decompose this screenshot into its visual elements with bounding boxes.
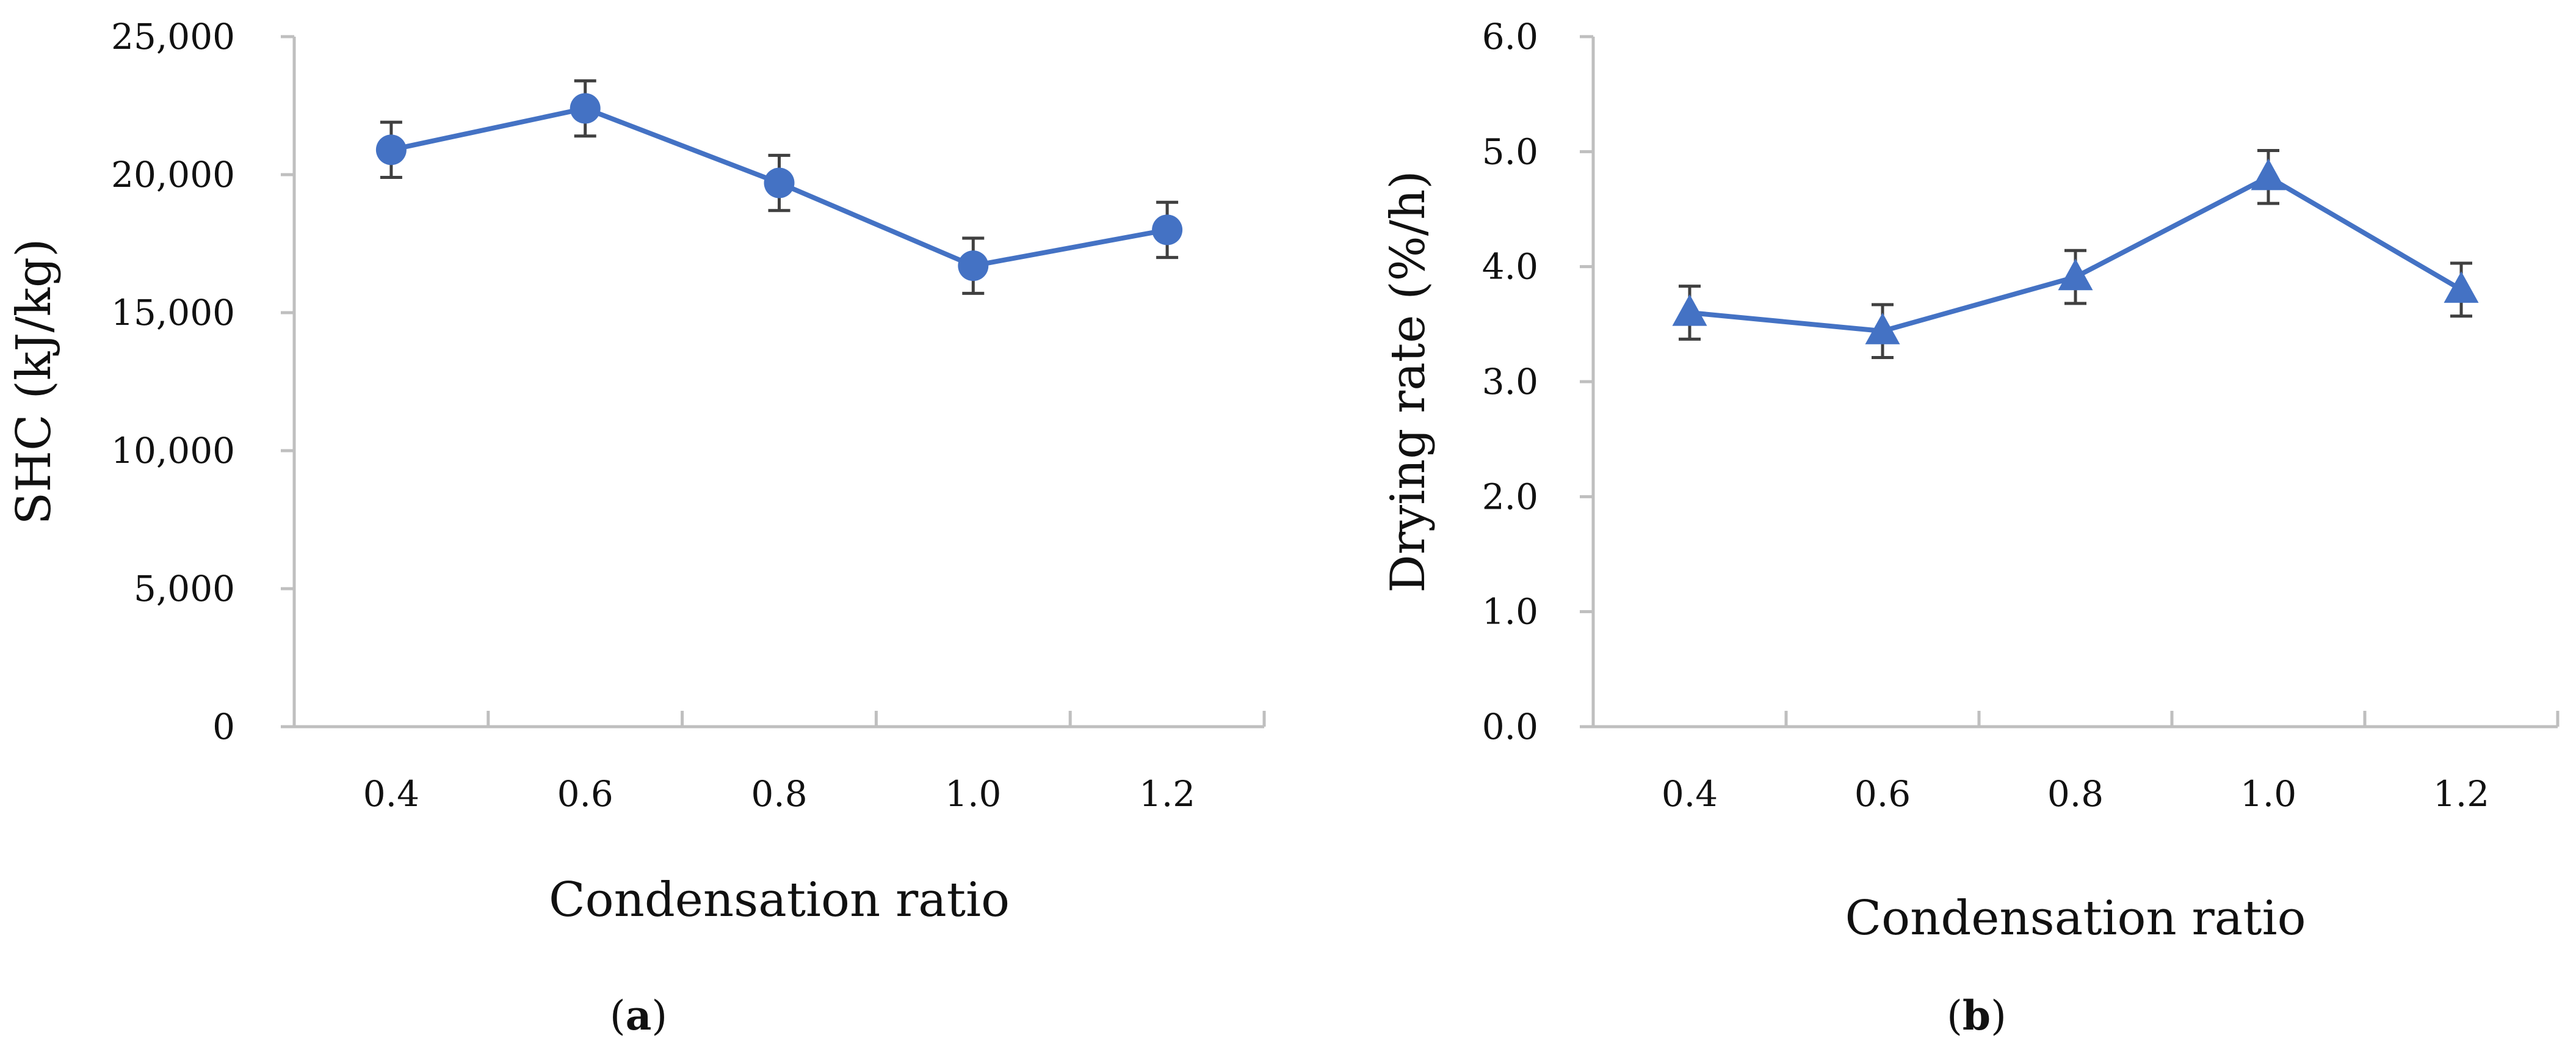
chart-b-y-tick-label: 6.0 (1482, 16, 1538, 57)
chart-b-y-tick-label: 3.0 (1482, 361, 1538, 402)
chart-a-data-point (570, 93, 601, 124)
chart-a: 0 5,000 10,000 15,000 20,000 25,000 0.4 0.6 0.8… (7, 16, 1266, 1039)
chart-a-x-tick-label: 1.2 (1139, 773, 1195, 815)
chart-a-y-tick-label: 5,000 (134, 568, 235, 609)
panel-label-b: (b) (1947, 992, 2006, 1039)
chart-b: 0.0 1.0 2.0 3.0 4.0 5.0 6.0 0.4 0.6 0.8 1.0 1.2 Co… (1381, 16, 2560, 1039)
chart-a-x-axis-title: Condensation ratio (549, 873, 1010, 928)
chart-b-data-point (1865, 313, 1900, 344)
chart-a-y-tick-label: 25,000 (111, 16, 235, 57)
chart-a-y-tick-label: 15,000 (111, 292, 235, 333)
chart-b-y-axis-title: Drying rate (%/h) (1381, 170, 1436, 592)
chart-b-x-tick-label: 1.0 (2240, 773, 2296, 815)
chart-b-y-tick-labels: 0.0 1.0 2.0 3.0 4.0 5.0 6.0 (1482, 16, 1538, 747)
panel-letter-a: a (626, 992, 652, 1039)
chart-b-data-point (1672, 294, 1707, 326)
chart-b-data-point (2058, 258, 2093, 291)
chart-a-y-tick-label: 10,000 (111, 430, 235, 471)
chart-b-x-axis-title: Condensation ratio (1845, 891, 2306, 946)
chart-b-x-tick-label: 0.8 (2047, 773, 2104, 815)
chart-b-x-tick-label: 0.6 (1854, 773, 1911, 815)
chart-a-data-point (375, 134, 407, 165)
chart-b-series (1672, 148, 2479, 359)
chart-b-ticks (1580, 35, 2560, 729)
panel-label-a: (a) (610, 992, 667, 1039)
chart-b-y-tick-label: 4.0 (1482, 246, 1538, 288)
chart-a-y-tick-label: 20,000 (111, 154, 235, 195)
chart-a-series (375, 79, 1183, 295)
chart-b-y-tick-label: 1.0 (1482, 591, 1538, 633)
chart-b-x-tick-labels: 0.4 0.6 0.8 1.0 1.2 (1662, 773, 2489, 815)
chart-a-y-tick-label: 0 (212, 706, 235, 747)
chart-a-y-axis-title: SHC (kJ/kg) (7, 239, 62, 525)
chart-a-data-point (958, 250, 989, 282)
chart-b-y-tick-label: 2.0 (1482, 476, 1538, 517)
chart-b-y-tick-label: 0.0 (1482, 706, 1538, 747)
panel-letter-b: b (1963, 992, 1991, 1039)
chart-a-x-tick-label: 0.4 (363, 773, 419, 815)
chart-b-x-tick-label: 0.4 (1662, 773, 1718, 815)
chart-a-data-point (1152, 214, 1183, 245)
chart-a-x-tick-labels: 0.4 0.6 0.8 1.0 1.2 (363, 773, 1195, 815)
chart-a-x-tick-label: 1.0 (945, 773, 1001, 815)
chart-b-y-tick-label: 5.0 (1482, 131, 1538, 172)
chart-a-data-point (764, 167, 795, 198)
chart-a-y-tick-labels: 0 5,000 10,000 15,000 20,000 25,000 (111, 16, 235, 747)
chart-b-data-point (2444, 271, 2479, 303)
chart-a-x-tick-label: 0.8 (751, 773, 807, 815)
chart-a-x-tick-label: 0.6 (557, 773, 613, 815)
chart-b-x-tick-label: 1.2 (2433, 773, 2489, 815)
chart-b-data-point (2251, 158, 2286, 191)
